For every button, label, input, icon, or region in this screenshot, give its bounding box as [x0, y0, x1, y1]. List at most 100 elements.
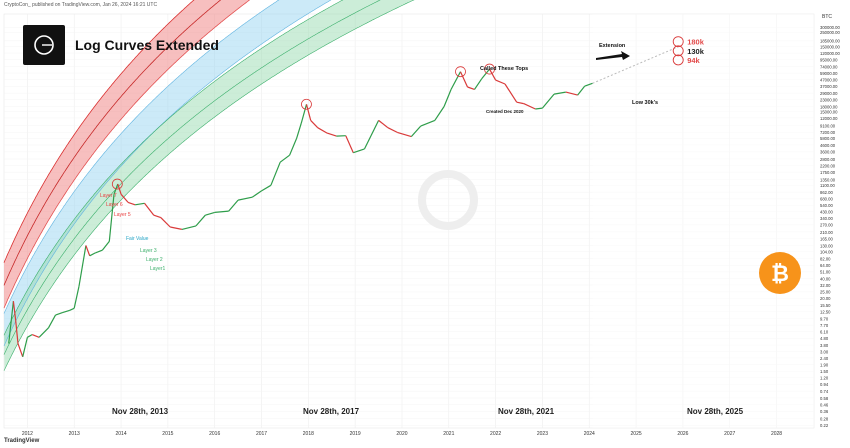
price-segment	[300, 104, 308, 124]
price-segment	[584, 82, 593, 87]
x-tick-label: 2021	[443, 431, 454, 437]
y-tick-label: 0.46	[820, 402, 829, 407]
y-tick-label: 2200.00	[820, 164, 836, 169]
price-segment	[270, 161, 281, 186]
price-segment	[195, 214, 206, 227]
y-tick-label: 680.00	[820, 197, 833, 202]
price-segment	[73, 286, 80, 309]
price-segment	[535, 107, 543, 110]
y-tick-label: 0.28	[820, 416, 829, 421]
y-tick-label: 5800.00	[820, 136, 836, 141]
publisher-line: CryptoCon_ published on TradingView.com,…	[4, 2, 158, 8]
y-tick-label: 104.00	[820, 250, 833, 255]
price-segment	[488, 68, 497, 81]
price-segment	[153, 214, 161, 219]
price-segment	[69, 307, 75, 311]
price-segment	[565, 91, 578, 96]
y-tick-label: 1.90	[820, 362, 829, 367]
price-segment	[434, 106, 445, 121]
price-segment	[345, 135, 354, 153]
price-segment	[31, 334, 40, 338]
y-tick-label: 250000.00	[820, 30, 840, 35]
price-segment	[353, 148, 365, 154]
y-tick-label: 1.50	[820, 369, 829, 374]
price-segment	[577, 85, 586, 96]
price-segment	[181, 225, 197, 230]
target-marker	[672, 36, 684, 48]
price-segment	[101, 241, 110, 251]
y-tick-label: 3.80	[820, 343, 829, 348]
cycle-date-label: Nov 28th, 2025	[687, 407, 744, 416]
y-tick-label: 18000.00	[820, 104, 838, 109]
y-tick-label: 74000.00	[820, 64, 838, 69]
x-tick-label: 2013	[69, 431, 80, 437]
price-segment	[205, 211, 215, 216]
price-segment	[17, 343, 24, 358]
y-tick-label: 270.00	[820, 223, 833, 228]
target-marker	[672, 45, 684, 57]
y-tick-label: 165.00	[820, 237, 833, 242]
x-tick-label: 2018	[303, 431, 314, 437]
y-tick-label: 12000.00	[820, 116, 838, 121]
y-tick-label: 130.00	[820, 243, 833, 248]
price-segment	[378, 119, 389, 129]
price-segment	[317, 127, 328, 134]
y-tick-label: 0.74	[820, 389, 829, 394]
price-segment	[495, 79, 506, 85]
called-tops-label: Called These Tops	[480, 66, 528, 72]
band-label: Layer 7	[100, 193, 117, 199]
y-tick-label: 6.10	[820, 329, 829, 334]
y-tick-label: 150000.00	[820, 45, 840, 50]
low-label: Low 30k's	[632, 100, 658, 106]
price-segment	[541, 93, 555, 109]
y-tick-label: 1.20	[820, 375, 829, 380]
price-segment	[467, 86, 475, 90]
top-marker	[484, 63, 495, 75]
x-tick-label: 2015	[162, 431, 173, 437]
cycle-date-label: Nov 28th, 2013	[112, 407, 169, 416]
bitcoin-icon	[759, 252, 801, 294]
x-tick-label: 2028	[771, 431, 782, 437]
band-label: Layer1	[150, 266, 166, 272]
y-tick-label: 4.80	[820, 336, 829, 341]
price-segment	[144, 202, 155, 216]
price-segment	[420, 119, 436, 127]
price-segment	[296, 122, 302, 139]
y-tick-label: 32.00	[820, 283, 831, 288]
price-segment	[459, 71, 469, 88]
price-segment	[120, 193, 129, 203]
y-tick-label: 0.22	[820, 423, 829, 428]
price-segment	[305, 104, 312, 121]
band-label: Layer 2	[146, 257, 163, 263]
price-segment	[450, 71, 462, 90]
y-tick-label: 95000.00	[820, 57, 838, 62]
price-segment	[326, 132, 337, 137]
band-label: Fair Value	[126, 236, 149, 242]
extension-region	[592, 14, 814, 428]
top-marker	[111, 178, 123, 190]
price-segment	[12, 301, 17, 321]
price-segment	[78, 245, 87, 287]
x-tick-label: 2017	[256, 431, 267, 437]
price-segment	[160, 217, 171, 228]
x-tick-label: 2020	[396, 431, 407, 437]
band-curve-top	[3, 0, 222, 286]
band-curve-top	[3, 0, 195, 263]
price-segment	[22, 337, 28, 357]
tradingview-logo-text: TradingView	[4, 438, 40, 444]
price-segment	[228, 199, 239, 212]
price-segment	[261, 184, 272, 192]
x-tick-label: 2023	[537, 431, 548, 437]
y-tick-label: 862.00	[820, 190, 833, 195]
price-segment	[237, 196, 253, 201]
price-segment	[310, 119, 319, 129]
price-segment	[85, 245, 91, 257]
top-marker	[455, 66, 466, 78]
price-segment	[127, 201, 136, 206]
y-tick-label: 4600.00	[820, 143, 836, 148]
y-tick-label: 7200.00	[820, 130, 836, 135]
currency-label: BTC	[822, 14, 832, 20]
y-tick-label: 23000.00	[820, 97, 838, 102]
y-tick-label: 9.70	[820, 316, 829, 321]
price-segment	[363, 120, 380, 150]
